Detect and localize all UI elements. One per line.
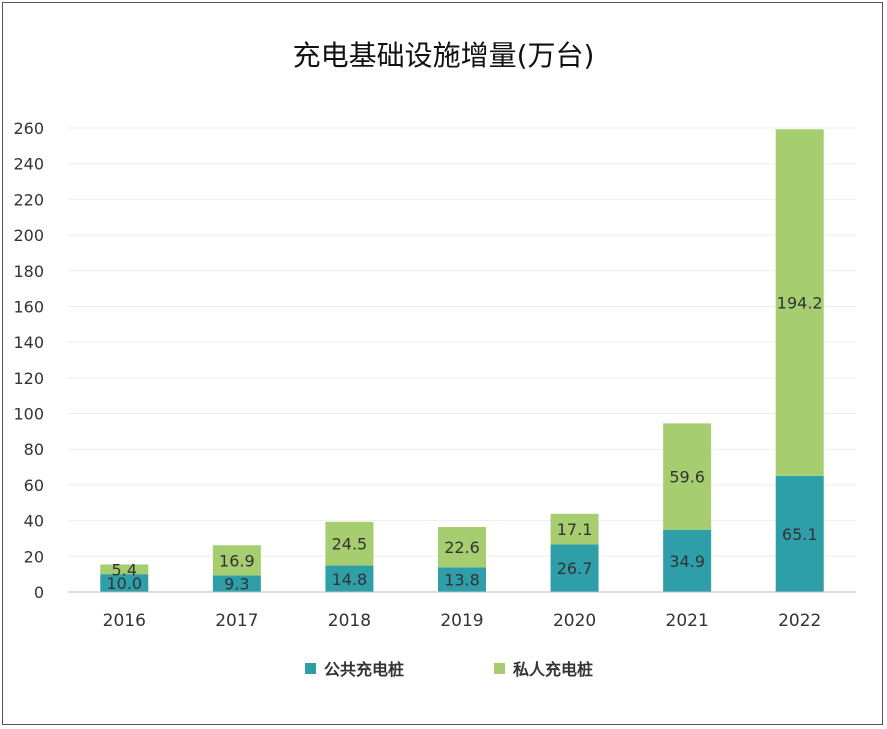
legend-swatch-private (494, 662, 505, 674)
bar-private-2017 (212, 545, 261, 576)
bar-private-2016 (100, 564, 149, 575)
y-tick-label: 0 (34, 583, 44, 602)
x-tick-label: 2020 (553, 611, 596, 631)
x-tick-label: 2016 (103, 611, 146, 631)
bar-private-2018 (325, 521, 374, 566)
data-label: 22.6 (444, 538, 480, 557)
data-label: 26.7 (557, 559, 593, 578)
legend-item-private: 私人充电桩 (494, 656, 593, 680)
data-label: 10.0 (106, 574, 142, 593)
bar-private-2022 (775, 129, 824, 476)
bar-public-2020 (550, 544, 599, 592)
bar-private-2021 (663, 423, 712, 530)
legend-swatch-public (305, 662, 316, 674)
bar-public-2022 (775, 475, 824, 592)
data-label: 5.4 (112, 560, 137, 579)
x-tick-label: 2022 (778, 611, 821, 631)
legend-label-private: 私人充电桩 (513, 660, 594, 679)
y-tick-label: 220 (13, 190, 44, 209)
data-label: 194.2 (777, 294, 823, 313)
x-tick-label: 2019 (440, 611, 483, 631)
bar-private-2019 (438, 527, 486, 568)
data-label: 16.9 (219, 551, 255, 570)
y-tick-label: 200 (13, 226, 44, 245)
legend-label-public: 公共充电桩 (324, 660, 405, 679)
y-tick-label: 40 (24, 512, 44, 531)
bar-public-2017 (212, 575, 261, 592)
bar-public-2018 (325, 565, 374, 592)
y-tick-label: 100 (13, 405, 44, 424)
bar-public-2021 (663, 529, 712, 592)
y-tick-label: 240 (13, 155, 44, 174)
data-label: 9.3 (224, 575, 249, 594)
y-tick-label: 60 (24, 476, 44, 495)
y-tick-label: 160 (13, 297, 44, 316)
data-label: 34.9 (669, 552, 705, 571)
y-tick-label: 80 (24, 440, 44, 459)
y-tick-label: 20 (24, 547, 44, 566)
y-tick-label: 180 (13, 262, 44, 281)
data-label: 59.6 (669, 468, 705, 487)
data-label: 24.5 (332, 535, 368, 554)
chart-title: 充电基础设施增量(万台) (292, 39, 595, 72)
x-tick-label: 2018 (328, 611, 371, 631)
bar-private-2020 (550, 513, 599, 545)
y-tick-label: 260 (13, 119, 44, 138)
x-tick-label: 2021 (666, 611, 709, 631)
data-label: 13.8 (444, 571, 480, 590)
x-tick-label: 2017 (215, 611, 258, 631)
data-label: 14.8 (332, 570, 368, 589)
y-tick-label: 120 (13, 369, 44, 388)
bar-public-2019 (438, 567, 486, 592)
data-label: 65.1 (782, 525, 818, 544)
y-tick-label: 140 (13, 333, 44, 352)
data-label: 17.1 (557, 520, 593, 539)
bar-public-2016 (100, 574, 149, 592)
legend-item-public: 公共充电桩 (305, 656, 404, 680)
